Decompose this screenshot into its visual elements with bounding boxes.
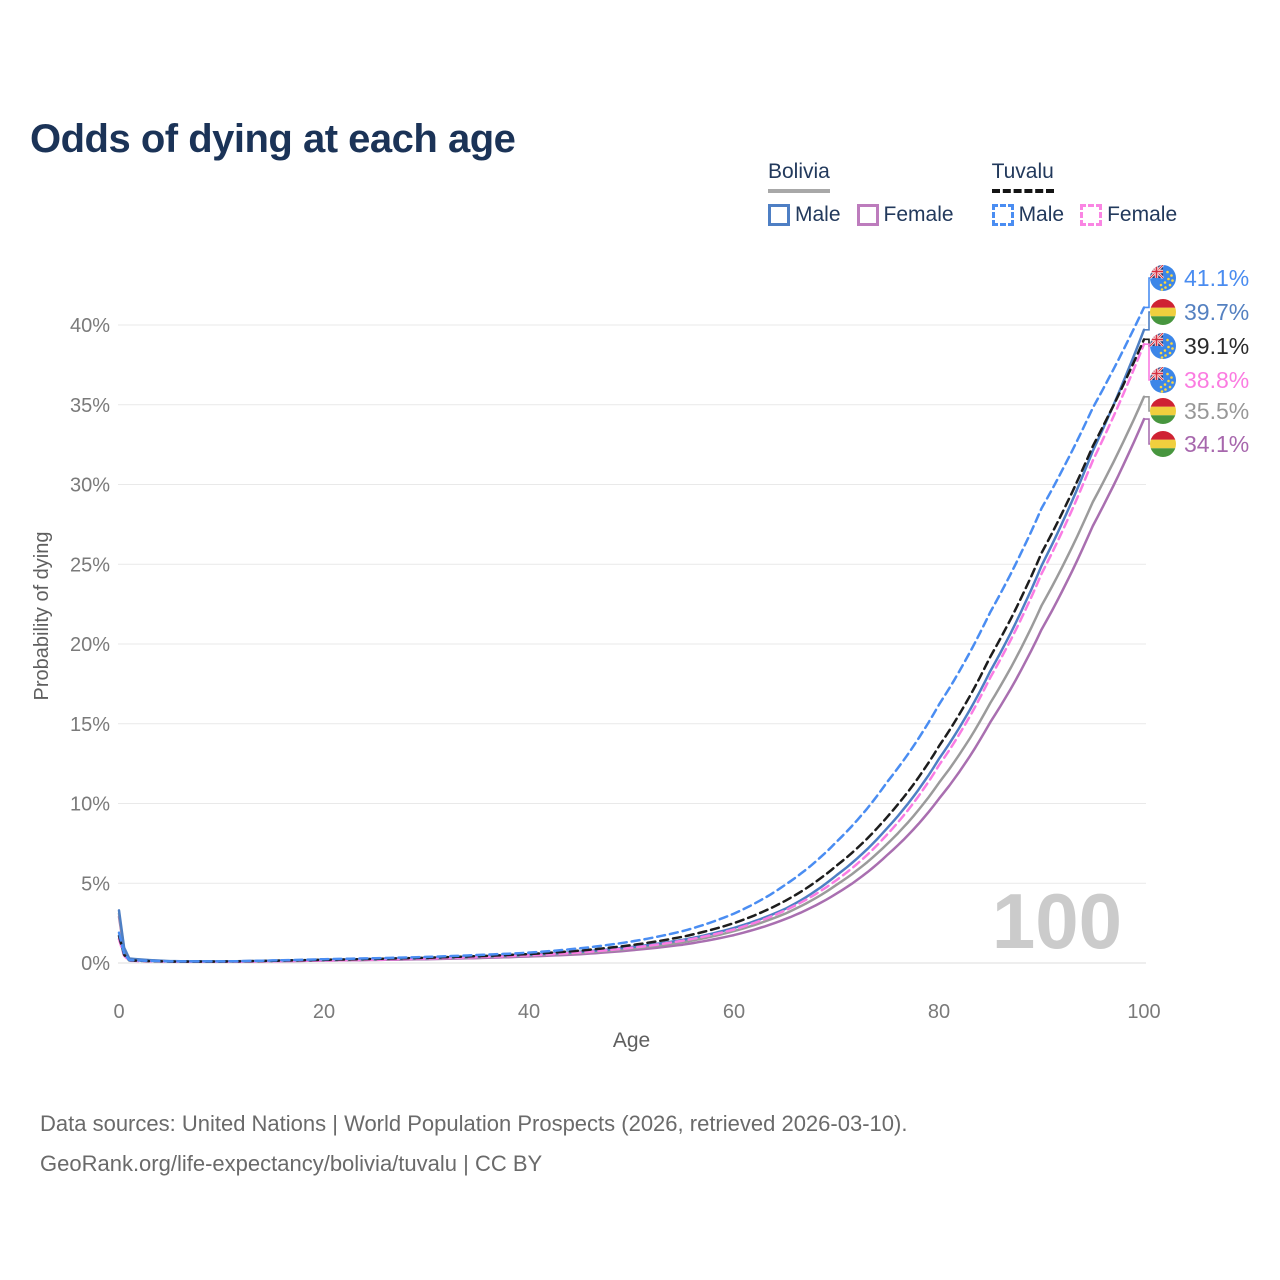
- tuvalu-female-line-swatch-icon: [1080, 204, 1103, 226]
- flag-bolivia-icon: [1150, 299, 1176, 325]
- x-tick-label: 40: [518, 1001, 540, 1023]
- y-tick-label: 10%: [70, 794, 110, 816]
- footer-data-sources: Data sources: United Nations | World Pop…: [40, 1111, 908, 1136]
- legend: Bolivia Male Female Tuvalu Male Female: [768, 160, 1177, 227]
- legend-item-bolivia-female[interactable]: Female: [856, 203, 954, 227]
- x-tick-label: 0: [113, 1001, 124, 1023]
- end-label-tuvalu-both: 39.1%: [1184, 333, 1249, 359]
- end-label-connector: [1144, 311, 1150, 331]
- end-label-tuvalu-female: 38.8%: [1184, 367, 1249, 393]
- flag-tuvalu-icon: [1150, 333, 1176, 359]
- legend-group-bolivia: Bolivia Male Female: [768, 160, 954, 227]
- end-label-tuvalu-male: 41.1%: [1184, 265, 1249, 291]
- y-tick-label: 20%: [70, 634, 110, 656]
- x-tick-label: 100: [1127, 1001, 1160, 1023]
- x-tick-label: 80: [928, 1001, 950, 1023]
- legend-group-bolivia-header: Bolivia: [768, 160, 830, 193]
- flag-bolivia-icon: [1150, 431, 1176, 457]
- y-tick-label: 0%: [81, 953, 110, 975]
- series-line-tuvalu-male[interactable]: [117, 306, 1146, 963]
- page-title: Odds of dying at each age: [30, 116, 516, 161]
- series-line-bolivia-female[interactable]: [117, 417, 1146, 963]
- legend-item-label: Male: [1018, 203, 1065, 226]
- footer: Data sources: United Nations | World Pop…: [40, 1104, 907, 1184]
- series-line-tuvalu-both[interactable]: [117, 338, 1146, 963]
- y-tick-label: 15%: [70, 714, 110, 736]
- y-tick-label: 25%: [70, 554, 110, 576]
- legend-item-tuvalu-female[interactable]: Female: [1080, 203, 1177, 227]
- y-tick-label: 35%: [70, 395, 110, 417]
- footer-attribution: GeoRank.org/life-expectancy/bolivia/tuva…: [40, 1151, 543, 1176]
- end-label-connector: [1144, 343, 1150, 381]
- y-tick-label: 30%: [70, 475, 110, 497]
- tuvalu-male-line-swatch-icon: [991, 204, 1014, 226]
- age-watermark: 100: [992, 877, 1122, 965]
- y-axis-title: Probability of dying: [31, 532, 53, 701]
- flag-bolivia-icon: [1150, 398, 1176, 424]
- x-tick-label: 60: [723, 1001, 745, 1023]
- end-label-connector: [1144, 418, 1150, 445]
- series-line-tuvalu-female[interactable]: [117, 342, 1146, 963]
- bolivia-female-line-swatch-icon: [856, 204, 879, 226]
- y-tick-label: 40%: [70, 315, 110, 337]
- end-label-connector: [1144, 277, 1150, 309]
- x-tick-label: 20: [313, 1001, 335, 1023]
- legend-item-bolivia-male[interactable]: Male: [768, 203, 841, 227]
- end-label-connector: [1144, 395, 1150, 412]
- flag-tuvalu-icon: [1150, 367, 1176, 393]
- y-tick-label: 5%: [81, 873, 110, 895]
- bolivia-male-line-swatch-icon: [768, 204, 790, 226]
- legend-item-tuvalu-male[interactable]: Male: [991, 203, 1065, 227]
- legend-group-tuvalu: Tuvalu Male Female: [991, 160, 1177, 227]
- legend-item-label: Male: [795, 203, 841, 226]
- x-axis-title: Age: [613, 1029, 650, 1052]
- legend-item-label: Female: [883, 203, 954, 226]
- flag-tuvalu-icon: [1150, 265, 1176, 291]
- legend-group-tuvalu-header: Tuvalu: [991, 160, 1054, 193]
- series-line-bolivia-male[interactable]: [117, 328, 1146, 963]
- end-label-bolivia-female: 34.1%: [1184, 431, 1249, 457]
- end-label-bolivia-both: 35.5%: [1184, 398, 1249, 424]
- legend-item-label: Female: [1107, 203, 1178, 226]
- end-label-bolivia-male: 39.7%: [1184, 299, 1249, 325]
